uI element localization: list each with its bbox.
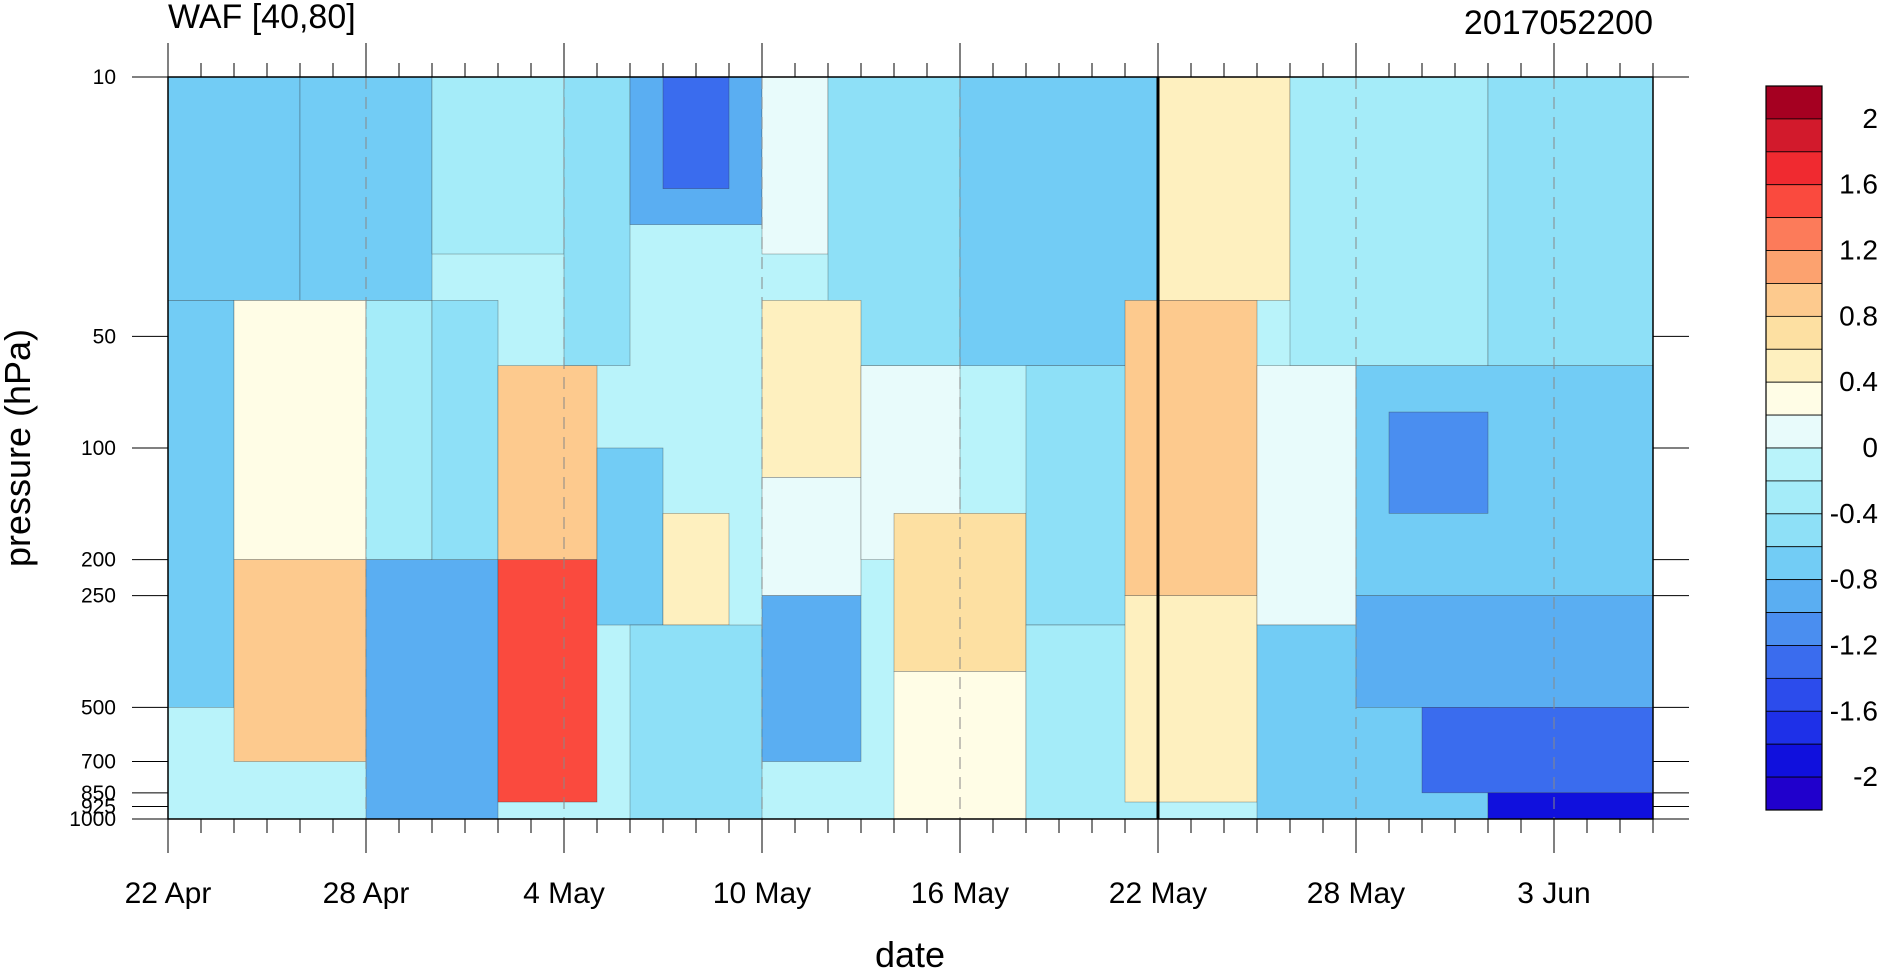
heatmap-cell (662, 77, 730, 189)
y-tick-label: 1000 (69, 808, 116, 831)
y-tick-label: 100 (81, 437, 116, 460)
colorbar-label: -0.8 (1830, 564, 1878, 595)
heatmap-cell (497, 559, 598, 803)
colorbar-label: -1.2 (1830, 629, 1878, 660)
colorbar-label: -0.4 (1830, 498, 1878, 529)
y-axis-label: pressure (hPa) (0, 329, 38, 567)
heatmap-cell (761, 300, 862, 478)
colorbar-swatch (1765, 480, 1823, 515)
colorbar-swatch (1765, 546, 1823, 581)
heatmap-cell (365, 559, 499, 819)
x-tick-label: 28 Apr (323, 877, 410, 910)
y-tick-label: 10 (93, 66, 116, 89)
heatmap-cell (497, 365, 598, 560)
heatmap-cell (629, 624, 763, 819)
colorbar-swatch (1765, 217, 1823, 251)
colorbar-label: -1.6 (1830, 695, 1878, 726)
colorbar-swatch (1765, 151, 1823, 186)
x-tick-label: 3 Jun (1517, 877, 1590, 910)
y-tick-label: 250 (81, 585, 116, 608)
colorbar-frame (1765, 85, 1823, 811)
colorbar-label: 2 (1862, 103, 1878, 134)
heatmap-cells (168, 77, 1653, 819)
x-tick-label: 4 May (523, 877, 605, 910)
colorbar-swatch (1765, 677, 1823, 712)
chart-date-stamp: 2017052200 (1464, 4, 1653, 42)
x-tick-label: 22 May (1109, 877, 1207, 910)
heatmap-cell (365, 300, 433, 560)
heatmap-cell (761, 77, 829, 255)
colorbar-swatch (1765, 283, 1823, 317)
y-tick-label: 500 (81, 696, 116, 719)
colorbar-swatch (1765, 381, 1823, 416)
colorbar-swatch (1765, 710, 1823, 745)
colorbar-swatch (1765, 612, 1823, 646)
x-tick-label: 16 May (911, 877, 1009, 910)
colorbar-swatch (1765, 579, 1823, 613)
x-tick-label: 10 May (713, 877, 811, 910)
y-tick-label: 700 (81, 751, 116, 774)
colorbar-label: 1.6 (1839, 169, 1878, 200)
y-tick-label: 200 (81, 549, 116, 572)
heatmap-cell (1157, 77, 1291, 301)
x-axis-label: date (875, 934, 945, 968)
colorbar-swatch (1765, 118, 1823, 153)
colorbar-swatch (1765, 184, 1823, 219)
colorbar-swatch (1765, 645, 1823, 679)
colorbar-swatch (1765, 776, 1823, 811)
heatmap-cell (1487, 77, 1653, 366)
heatmap-cell (1289, 77, 1489, 366)
heatmap-cell (1487, 792, 1653, 819)
colorbar-swatch (1765, 414, 1823, 449)
colorbar-label: 0.8 (1839, 300, 1878, 331)
y-tick-label: 50 (93, 325, 116, 348)
y-tick-label: 925 (81, 795, 116, 818)
colorbar-swatch (1765, 513, 1823, 548)
colorbar-label: 0 (1862, 432, 1878, 463)
colorbar-swatch (1765, 743, 1823, 778)
colorbar-swatch (1765, 348, 1823, 383)
heatmap-cell (761, 477, 862, 596)
chart-title: WAF [40,80] (168, 0, 356, 36)
heatmap-cell (168, 77, 301, 301)
colorbar-swatch (1765, 85, 1823, 120)
colorbar-label: 0.4 (1839, 366, 1878, 397)
heatmap-cell (1256, 365, 1357, 626)
heatmap-cell (168, 300, 235, 708)
heatmap-cell (233, 300, 367, 560)
heatmap-cell (1388, 411, 1489, 514)
colorbar-swatch (1765, 250, 1823, 284)
heatmap-cell (431, 300, 499, 560)
colorbar-swatch (1765, 447, 1823, 482)
colorbar-label: 1.2 (1839, 235, 1878, 266)
heatmap-cell (1355, 595, 1653, 708)
heatmap-cell (1124, 300, 1258, 596)
x-tick-label: 28 May (1307, 877, 1405, 910)
x-axis-ticks: 22 Apr 28 Apr 4 May 10 May 16 May 22 May 28 Ma… (125, 43, 1654, 910)
heatmap-cell (1421, 707, 1653, 794)
colorbar-swatch (1765, 315, 1823, 350)
heatmap-cell (563, 77, 631, 366)
x-tick-label: 22 Apr (125, 877, 212, 910)
colorbar: 2 1.6 1.2 0.8 0.4 0 -0.4 -0.8 -1.2 -1.6 -2 (1765, 85, 1878, 811)
heatmap-cell (761, 595, 862, 762)
heatmap-cell (662, 513, 730, 626)
heatmap-cell (596, 447, 664, 626)
y-tick-label: 850 (81, 782, 116, 805)
colorbar-label: -2 (1853, 761, 1878, 792)
heatmap-cell (233, 559, 367, 762)
heatmap-cell (1124, 595, 1258, 803)
heatmap-cell (431, 77, 565, 255)
